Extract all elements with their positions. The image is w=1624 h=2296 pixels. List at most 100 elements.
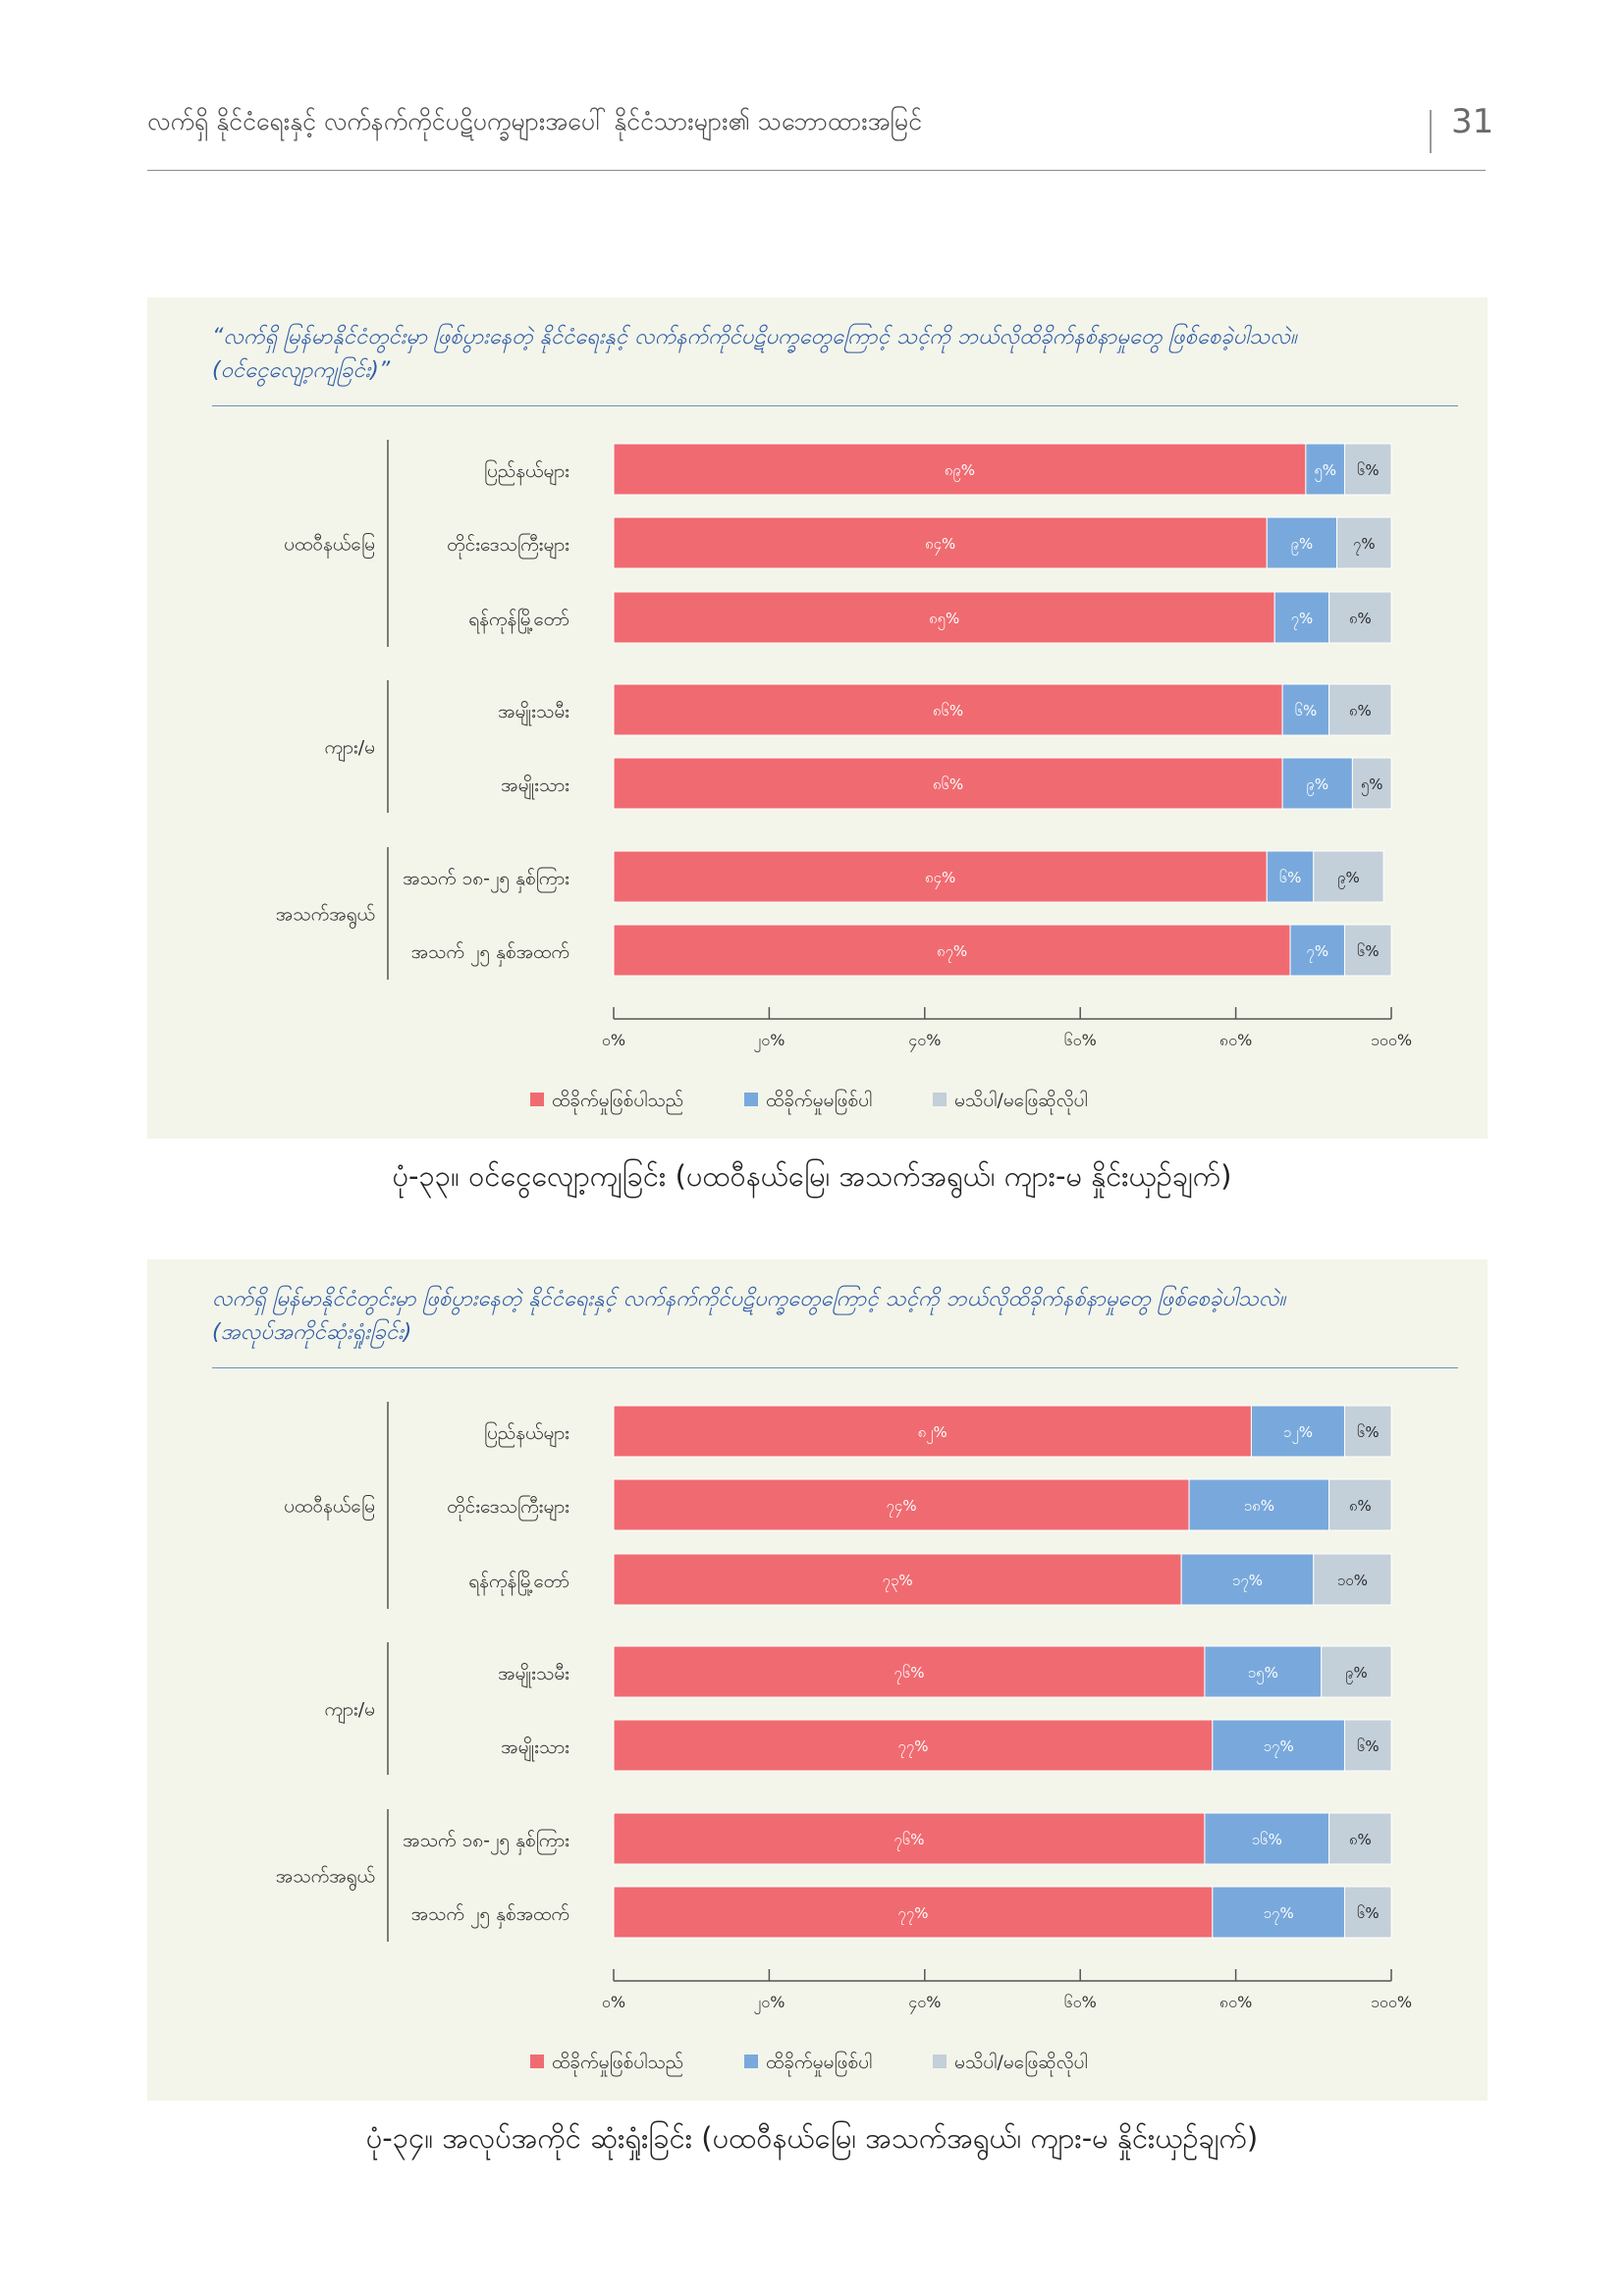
data-label: ၉%	[1291, 535, 1314, 556]
data-label: ၇၇%	[897, 1737, 928, 1758]
header-rule	[147, 170, 1486, 171]
x-tick-label: ၂၀%	[753, 1993, 785, 2014]
data-label: ၇၆%	[893, 1664, 924, 1684]
bar-affected	[613, 1812, 1206, 1865]
category-label: အသက် ၂၅ နှစ်အထက်	[411, 1902, 569, 1929]
category-label: တိုင်းဒေသကြီးများ	[447, 1494, 569, 1522]
data-label: ၈%	[1349, 610, 1372, 627]
data-label: ၈၆%	[933, 702, 963, 720]
bar-not-affected	[1204, 1645, 1323, 1698]
data-label: ၆%	[1357, 1423, 1380, 1441]
bar-not-affected	[1212, 1719, 1345, 1772]
bar-dont-know	[1343, 924, 1392, 977]
group-label: ပထဝီနယ်မြေ	[284, 1494, 375, 1522]
bar-affected	[613, 1553, 1182, 1606]
data-label: ၈၉%	[945, 461, 975, 482]
data-label: ၈၇%	[937, 942, 967, 963]
data-label: ၁၅%	[1248, 1664, 1278, 1684]
data-label: ၁၇%	[1264, 1904, 1294, 1925]
stacked-bar-chart-job-loss: ပြည်နယ်များတိုင်းဒေသကြီးများရန်ကုန်မြို့…	[276, 1402, 1412, 2077]
bar-dont-know	[1328, 1478, 1392, 1531]
page-number: 31	[1451, 102, 1494, 141]
question-line-2: (ဝင်ငွေလျော့ကျခြင်း)”	[212, 358, 391, 383]
bar-affected	[613, 1478, 1190, 1531]
bar-affected	[613, 516, 1268, 569]
legend-swatch-dont-know	[933, 1093, 947, 1106]
chart-panel-job-loss: လက်ရှိ မြန်မာနိုင်ငံတွင်းမှာ ဖြစ်ပွားနေတ…	[147, 1259, 1488, 2101]
question-rule	[212, 1367, 1458, 1368]
data-label: ၈၅%	[929, 610, 959, 630]
data-label: ၉%	[1306, 775, 1328, 796]
category-label: အသက် ၁၈-၂၅ နှစ်ကြား	[403, 1828, 569, 1855]
bar-affected	[613, 1645, 1206, 1698]
header-title: လက်ရှိ နိုင်ငံရေးနှင့် လက်နက်ကိုင်ပဋိပက္…	[147, 107, 922, 135]
data-label: ၁၇%	[1264, 1737, 1294, 1758]
category-label: ပြည်နယ်များ	[484, 458, 569, 486]
bar-not-affected	[1212, 1886, 1345, 1939]
chart-question: လက်ရှိ မြန်မာနိုင်ငံတွင်းမှာ ဖြစ်ပွားနေတ…	[212, 1283, 1285, 1350]
bar-dont-know	[1343, 443, 1392, 496]
chart-panel-income: “လက်ရှိ မြန်မာနိုင်ငံတွင်းမှာ ဖြစ်ပွားနေ…	[147, 297, 1488, 1139]
x-tick-label: ၀%	[602, 1031, 625, 1049]
bar-dont-know	[1321, 1645, 1392, 1698]
data-label: ၅%	[1361, 775, 1383, 796]
x-tick-label: ၄၀%	[908, 1993, 941, 2014]
bar-dont-know	[1343, 1719, 1392, 1772]
data-label: ၇%	[1291, 610, 1314, 630]
bar-affected	[613, 683, 1283, 736]
legend-label-dont-know: မသိပါ/မဖြေဆိုလိုပါ	[954, 2050, 1088, 2077]
data-label: ၇%	[1306, 942, 1328, 963]
bar-dont-know	[1328, 1812, 1392, 1865]
x-tick-label: ၁၀၀%	[1371, 1993, 1412, 2011]
data-label: ၈၂%	[918, 1423, 947, 1444]
legend-label-affected: ထိခိုက်မှုဖြစ်ပါသည်	[552, 1088, 683, 1115]
bar-not-affected	[1250, 1405, 1345, 1458]
data-label: ၁၂%	[1283, 1423, 1313, 1444]
x-tick-label: ၈၀%	[1219, 1993, 1252, 2011]
x-tick-label: ၈၀%	[1219, 1031, 1252, 1049]
chart-question: “လက်ရှိ မြန်မာနိုင်ငံတွင်းမှာ ဖြစ်ပွားနေ…	[212, 321, 1297, 388]
data-label: ၉%	[1345, 1664, 1368, 1684]
bar-dont-know	[1328, 591, 1392, 644]
bar-dont-know	[1328, 683, 1392, 736]
bar-affected	[613, 591, 1275, 644]
bar-affected	[613, 1405, 1252, 1458]
question-line-1: “လက်ရှိ မြန်မာနိုင်ငံတွင်းမှာ ဖြစ်ပွားနေ…	[212, 325, 1297, 349]
data-label: ၁၈%	[1244, 1497, 1274, 1515]
bar-not-affected	[1281, 757, 1353, 810]
bar-affected	[613, 757, 1283, 810]
data-label: ၆%	[1279, 869, 1302, 886]
data-label: ၇၆%	[893, 1831, 924, 1851]
category-label: အမျိုးသမီး	[498, 1662, 569, 1688]
bar-dont-know	[1313, 1553, 1392, 1606]
category-label: ရန်ကုန်မြို့တော်	[468, 607, 569, 634]
group-label: ကျား/မ	[325, 737, 376, 763]
bar-dont-know	[1336, 516, 1392, 569]
bar-not-affected	[1273, 591, 1330, 644]
x-tick-label: ၆၀%	[1064, 1031, 1097, 1049]
bar-dont-know	[1351, 757, 1392, 810]
chart-caption-job-loss: ပုံ-၃၄။ အလုပ်အကိုင် ဆုံးရှုံးခြင်း (ပထဝီ…	[365, 2121, 1259, 2155]
legend-label-dont-know: မသိပါ/မဖြေဆိုလိုပါ	[954, 1088, 1088, 1115]
bar-not-affected	[1266, 516, 1338, 569]
x-tick-label: ၄၀%	[908, 1031, 941, 1052]
bar-dont-know	[1313, 850, 1384, 903]
category-label: အမျိုးသား	[501, 774, 569, 800]
category-label: ပြည်နယ်များ	[484, 1420, 569, 1448]
data-label: ၈၄%	[925, 535, 955, 556]
bar-dont-know	[1343, 1405, 1392, 1458]
bar-not-affected	[1281, 683, 1330, 736]
data-label: ၇၄%	[886, 1497, 916, 1518]
data-label: ၇၇%	[897, 1904, 928, 1925]
group-label: ပထဝီနယ်မြေ	[284, 532, 375, 560]
chart-caption-income: ပုံ-၃၃။ ဝင်ငွေလျော့ကျခြင်း (ပထဝီနယ်မြေ၊ …	[392, 1159, 1232, 1193]
data-label: ၆%	[1357, 1904, 1380, 1922]
data-label: ၁၀%	[1337, 1572, 1368, 1589]
bar-affected	[613, 924, 1291, 977]
data-label: ၈%	[1349, 1831, 1372, 1848]
category-label: တိုင်းဒေသကြီးများ	[447, 532, 569, 560]
group-label: ကျား/မ	[325, 1699, 376, 1725]
legend-label-not-affected: ထိခိုက်မှုမဖြစ်ပါ	[766, 1088, 872, 1115]
question-rule	[212, 405, 1458, 406]
bar-affected	[613, 1719, 1214, 1772]
